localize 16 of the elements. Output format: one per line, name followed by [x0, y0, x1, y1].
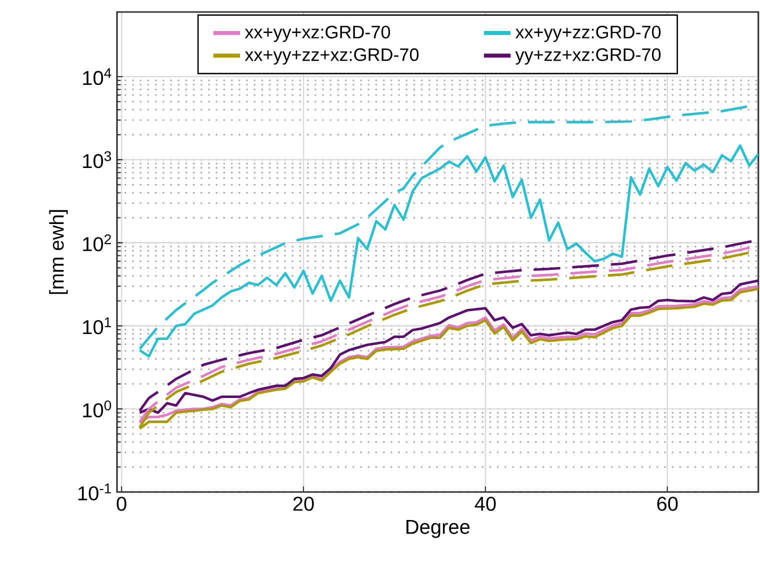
y-axis-title: [mm ewh] — [49, 210, 68, 294]
x-tick-label: 20 — [293, 496, 314, 511]
x-tick-label: 0 — [116, 496, 126, 511]
y-tick-label: 10$^{0}$ — [83, 400, 112, 418]
legend-label: xx+yy+zz:GRD-70 — [515, 26, 661, 42]
y-tick-label: 10$^{3}$ — [83, 151, 112, 168]
x-tick-label: 40 — [474, 496, 496, 511]
legend-label: xx+yy+xz:GRD-70 — [244, 26, 390, 42]
legend-label: yy+zz+xz:GRD-70 — [515, 48, 661, 65]
y-tick-label: 10$^{2}$ — [83, 234, 111, 252]
y-tick-label: 10$^{1}$ — [83, 317, 111, 334]
x-tick-label: 60 — [657, 496, 678, 511]
x-axis-title: Degree — [406, 520, 470, 538]
y-tick-label: 10$^{-1}$ — [78, 484, 111, 500]
y-tick-label: 10$^{4}$ — [83, 68, 112, 86]
legend-label: xx+yy+zz+xz:GRD-70 — [244, 48, 419, 65]
